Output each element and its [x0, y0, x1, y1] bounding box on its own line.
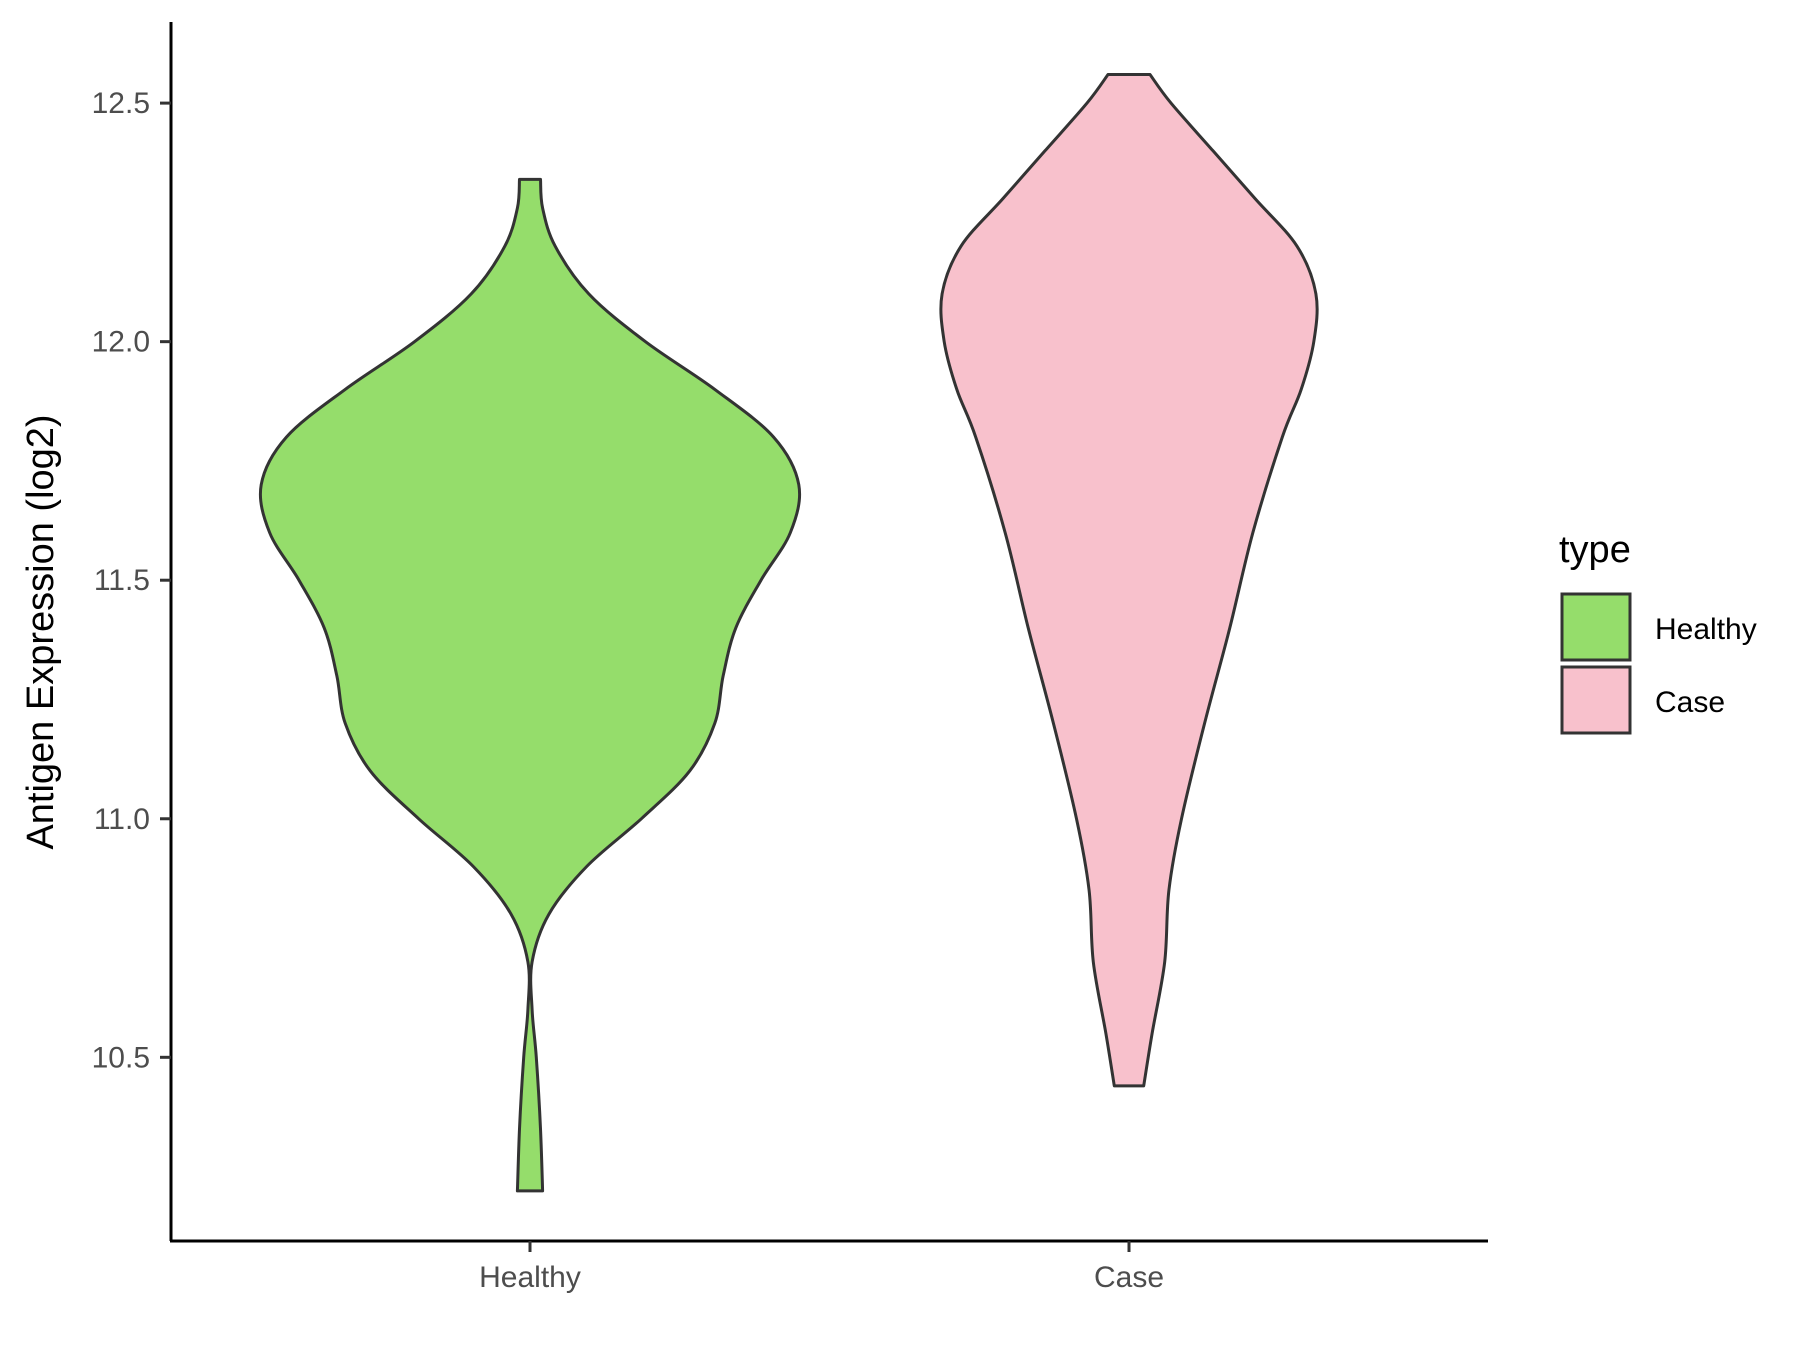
y-tick-label: 12.5 — [92, 87, 150, 120]
violin-group — [258, 73, 1319, 1193]
violin-case — [939, 73, 1319, 1088]
y-tick-label: 12.0 — [92, 326, 150, 359]
legend-swatch-case — [1560, 665, 1632, 735]
x-tick-label-case: Case — [1094, 1261, 1164, 1294]
legend-label-case: Case — [1655, 686, 1725, 719]
legend: type Healthy Case — [1559, 529, 1757, 735]
x-axis-ticks: Healthy Case — [479, 1241, 1164, 1294]
violin-healthy — [258, 177, 802, 1193]
legend-swatch-healthy — [1560, 592, 1632, 662]
legend-label-healthy: Healthy — [1655, 613, 1757, 646]
y-axis-title: Antigen Expression (log2) — [20, 414, 62, 849]
y-tick-label: 11.0 — [94, 803, 150, 836]
x-tick-label-healthy: Healthy — [479, 1261, 581, 1294]
y-tick-label: 10.5 — [92, 1041, 150, 1074]
legend-title: type — [1559, 529, 1631, 571]
y-axis-ticks: 10.5 11.0 11.5 12.0 12.5 — [92, 87, 171, 1074]
y-tick-label: 11.5 — [94, 564, 150, 597]
